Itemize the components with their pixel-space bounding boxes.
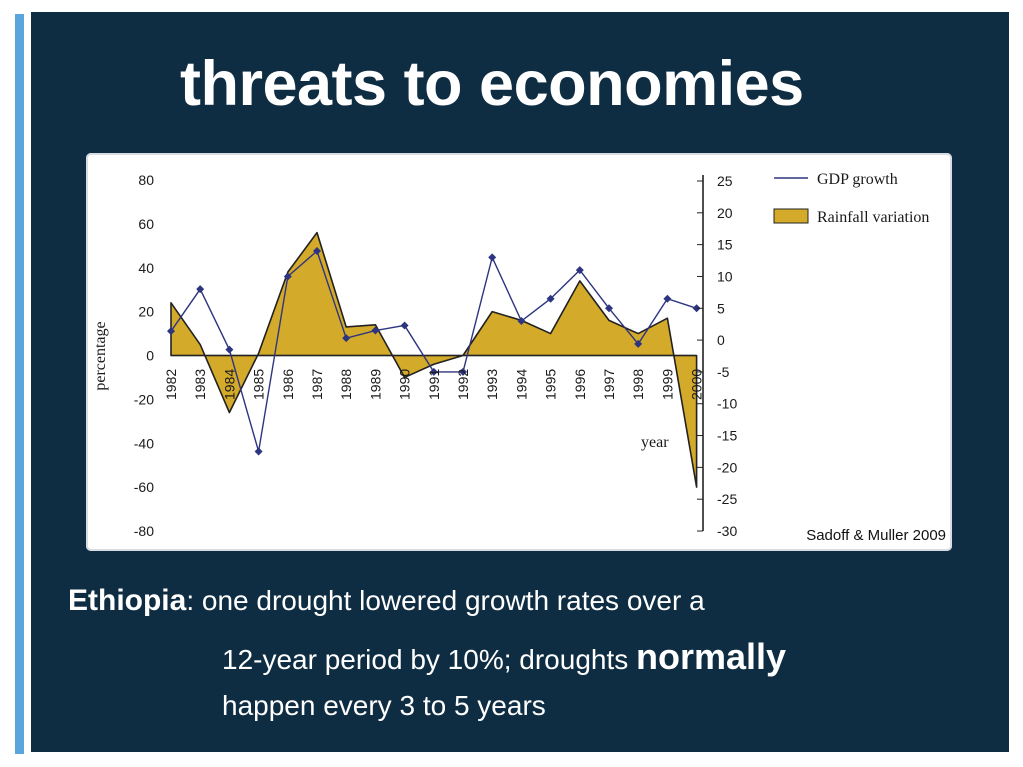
caption-line-3: happen every 3 to 5 years bbox=[222, 690, 546, 722]
right-tick--20: -20 bbox=[717, 459, 737, 475]
right-tick-15: 15 bbox=[717, 237, 733, 253]
left-tick-80: 80 bbox=[138, 172, 154, 188]
x-tick-1985: 1985 bbox=[251, 369, 267, 400]
gdp-point-1985 bbox=[254, 447, 263, 456]
x-tick-1995: 1995 bbox=[543, 369, 559, 400]
x-tick-1983: 1983 bbox=[192, 369, 208, 400]
gdp-point-1997 bbox=[605, 304, 613, 313]
rainfall-area bbox=[170, 231, 698, 488]
left-tick--80: -80 bbox=[134, 523, 154, 539]
gdp-point-1991 bbox=[429, 367, 438, 376]
gdp-point-1999 bbox=[663, 294, 672, 303]
right-tick-5: 5 bbox=[717, 300, 725, 316]
x-tick-1989: 1989 bbox=[367, 369, 383, 400]
gdp-point-1998 bbox=[634, 339, 643, 348]
caption-country: Ethiopia bbox=[68, 584, 187, 617]
x-tick-1984: 1984 bbox=[221, 369, 237, 400]
x-tick-1993: 1993 bbox=[484, 369, 500, 400]
caption-emphasis: normally bbox=[636, 636, 787, 677]
gdp-point-1982 bbox=[167, 327, 175, 336]
caption-text-2: 12-year period by 10%; droughts bbox=[222, 644, 637, 675]
x-tick-1997: 1997 bbox=[601, 369, 617, 400]
y-axis-label: percentage bbox=[92, 321, 109, 390]
x-tick-1999: 1999 bbox=[659, 369, 675, 400]
left-tick-40: 40 bbox=[138, 260, 154, 276]
x-tick-1987: 1987 bbox=[309, 369, 325, 400]
legend-gdp-label: GDP growth bbox=[817, 171, 898, 188]
left-tick-20: 20 bbox=[138, 304, 154, 320]
left-tick-0: 0 bbox=[146, 348, 154, 364]
x-tick-1988: 1988 bbox=[338, 369, 354, 400]
gdp-point-1986 bbox=[283, 272, 292, 281]
gdp-point-1990 bbox=[400, 321, 409, 330]
x-axis-label: year bbox=[641, 434, 669, 451]
x-tick-1982: 1982 bbox=[163, 369, 179, 400]
right-tick-20: 20 bbox=[717, 205, 733, 221]
gdp-point-1984 bbox=[225, 345, 234, 354]
caption-line-2: 12-year period by 10%; droughts normally bbox=[222, 636, 786, 678]
caption-text-3: happen every 3 to 5 years bbox=[222, 690, 546, 721]
right-tick--30: -30 bbox=[717, 523, 737, 539]
slide-title: threats to economies bbox=[180, 49, 804, 119]
gdp-point-1989 bbox=[371, 326, 380, 335]
gdp-point-1993 bbox=[488, 253, 497, 262]
gdp-point-1995 bbox=[546, 294, 555, 303]
x-tick-2000: 2000 bbox=[689, 369, 705, 400]
right-tick-25: 25 bbox=[717, 173, 733, 189]
gdp-point-1996 bbox=[575, 266, 584, 275]
accent-bar bbox=[15, 14, 24, 754]
gdp-point-1987 bbox=[313, 247, 321, 255]
caption-text-1: : one drought lowered growth rates over … bbox=[186, 585, 705, 616]
left-tick--60: -60 bbox=[134, 479, 154, 495]
x-tick-1992: 1992 bbox=[455, 369, 471, 400]
x-tick-1998: 1998 bbox=[630, 369, 646, 400]
x-tick-1991: 1991 bbox=[426, 369, 442, 400]
x-tick-1994: 1994 bbox=[513, 369, 529, 400]
legend-rainfall-swatch bbox=[773, 208, 809, 224]
x-tick-1990: 1990 bbox=[397, 369, 413, 400]
gdp-point-2000 bbox=[692, 304, 701, 313]
gdp-point-1992 bbox=[459, 367, 467, 376]
right-tick-10: 10 bbox=[717, 268, 733, 284]
chart: 80 60 40 20 0 -20 -40 -60 -80 25 20 15 10 5 0 -5 -10 -15 -… bbox=[92, 171, 929, 539]
right-tick--15: -15 bbox=[717, 428, 737, 444]
source-citation: Sadoff & Muller 2009 bbox=[806, 527, 946, 544]
legend-rainfall-label: Rainfall variation bbox=[817, 209, 929, 226]
left-tick--20: -20 bbox=[134, 391, 154, 407]
right-tick-0: 0 bbox=[717, 332, 725, 348]
chart-panel: 80 60 40 20 0 -20 -40 -60 -80 25 20 15 10 5 0 -5 -10 -15 -… bbox=[86, 153, 952, 551]
left-tick--40: -40 bbox=[134, 435, 154, 451]
x-tick-1986: 1986 bbox=[280, 369, 296, 400]
right-tick--25: -25 bbox=[717, 491, 737, 507]
left-tick-60: 60 bbox=[138, 216, 154, 232]
gdp-point-1983 bbox=[196, 285, 205, 294]
caption-line-1: Ethiopia: one drought lowered growth rat… bbox=[68, 584, 705, 618]
right-tick--5: -5 bbox=[717, 364, 730, 380]
gdp-point-1988 bbox=[342, 334, 351, 343]
right-tick--10: -10 bbox=[717, 396, 737, 412]
x-tick-1996: 1996 bbox=[572, 369, 588, 400]
gdp-point-1994 bbox=[517, 317, 526, 325]
